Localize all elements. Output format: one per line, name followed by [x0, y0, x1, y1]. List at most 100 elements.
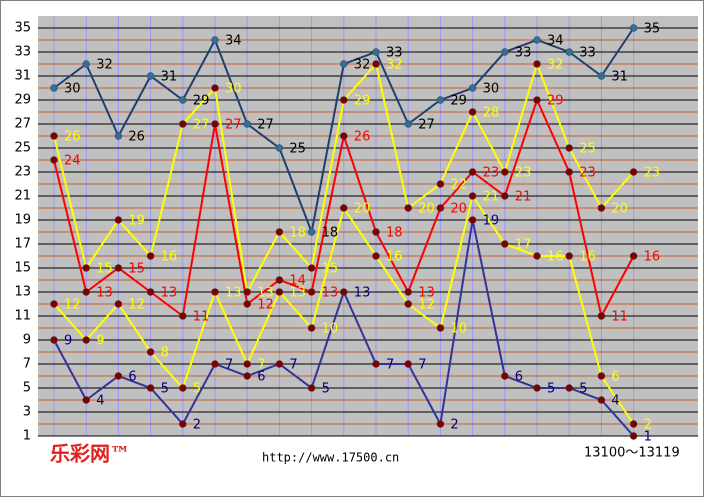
- point: [565, 384, 573, 392]
- point: [565, 168, 573, 176]
- point: [82, 264, 90, 272]
- data-label: 6: [128, 370, 136, 385]
- point: [501, 372, 509, 380]
- data-label: 18: [386, 226, 403, 241]
- data-label: 23: [515, 166, 532, 181]
- point: [468, 168, 477, 176]
- point: [404, 288, 412, 296]
- y-tick-label: 35: [14, 21, 31, 36]
- point: [597, 72, 606, 80]
- point: [211, 84, 219, 92]
- point: [533, 36, 541, 44]
- point: [340, 288, 348, 296]
- point: [629, 24, 638, 32]
- point: [275, 288, 284, 296]
- url: http://www.17500.cn: [262, 451, 399, 465]
- point: [436, 96, 445, 104]
- data-label: 7: [225, 358, 233, 373]
- data-label: 20: [354, 202, 371, 217]
- data-label: 31: [161, 70, 178, 85]
- point: [468, 84, 477, 92]
- y-tick-label: 5: [23, 381, 31, 396]
- data-label: 32: [354, 58, 371, 73]
- data-label: 35: [644, 22, 661, 37]
- data-label: 20: [450, 202, 467, 217]
- data-label: 33: [515, 46, 532, 61]
- data-label: 2: [450, 418, 458, 433]
- point: [50, 336, 58, 344]
- data-label: 27: [225, 118, 242, 133]
- point: [146, 384, 155, 392]
- y-tick-label: 11: [14, 309, 31, 324]
- data-label: 12: [418, 298, 435, 313]
- data-label: 17: [515, 238, 532, 253]
- point: [50, 132, 58, 140]
- point: [146, 348, 155, 356]
- point: [340, 96, 348, 104]
- point: [114, 216, 123, 224]
- point: [307, 288, 316, 296]
- y-tick-label: 9: [23, 333, 31, 348]
- plot-area: [38, 16, 698, 436]
- data-label: 23: [483, 166, 500, 181]
- data-label: 7: [386, 358, 394, 373]
- data-label: 20: [418, 202, 435, 217]
- point: [565, 48, 573, 56]
- point: [533, 252, 541, 260]
- data-label: 26: [64, 130, 81, 145]
- point: [340, 132, 348, 140]
- data-label: 20: [611, 202, 628, 217]
- point: [565, 144, 573, 152]
- point: [243, 372, 251, 380]
- data-label: 11: [611, 310, 628, 325]
- point: [404, 204, 412, 212]
- point: [597, 372, 606, 380]
- data-label: 7: [257, 358, 265, 373]
- data-label: 13: [354, 286, 371, 301]
- data-label: 22: [450, 178, 467, 193]
- data-label: 4: [611, 394, 619, 409]
- data-label: 31: [611, 70, 628, 85]
- data-label: 24: [64, 154, 81, 169]
- data-label: 6: [257, 370, 265, 385]
- data-label: 27: [193, 118, 210, 133]
- data-label: 34: [225, 34, 242, 49]
- point: [82, 288, 90, 296]
- data-label: 13: [225, 286, 242, 301]
- point: [404, 120, 412, 128]
- point: [372, 228, 380, 236]
- data-label: 13: [96, 286, 113, 301]
- point: [372, 252, 380, 260]
- data-label: 6: [611, 370, 619, 385]
- point: [114, 300, 123, 308]
- marks: 3032263129342725183233272930333433313526…: [50, 22, 661, 445]
- point: [501, 240, 509, 248]
- point: [501, 168, 509, 176]
- point: [501, 48, 509, 56]
- data-label: 7: [418, 358, 426, 373]
- point: [211, 120, 219, 128]
- data-label: 10: [450, 322, 467, 337]
- data-label: 16: [579, 250, 596, 265]
- point: [468, 108, 477, 116]
- data-label: 1: [644, 430, 652, 445]
- point: [275, 228, 284, 236]
- data-label: 30: [225, 82, 242, 97]
- logo: 乐彩网™: [50, 442, 130, 466]
- data-label: 13: [322, 286, 339, 301]
- point: [629, 420, 638, 428]
- point: [82, 396, 90, 404]
- y-tick-label: 33: [14, 45, 31, 60]
- range-label: 13100～13119: [584, 446, 680, 461]
- data-label: 9: [64, 334, 72, 349]
- point: [468, 192, 477, 200]
- point: [146, 72, 155, 80]
- data-label: 33: [579, 46, 596, 61]
- data-label: 13: [418, 286, 435, 301]
- data-label: 23: [644, 166, 661, 181]
- data-label: 5: [579, 382, 587, 397]
- data-label: 8: [161, 346, 169, 361]
- point: [307, 264, 316, 272]
- point: [179, 120, 187, 128]
